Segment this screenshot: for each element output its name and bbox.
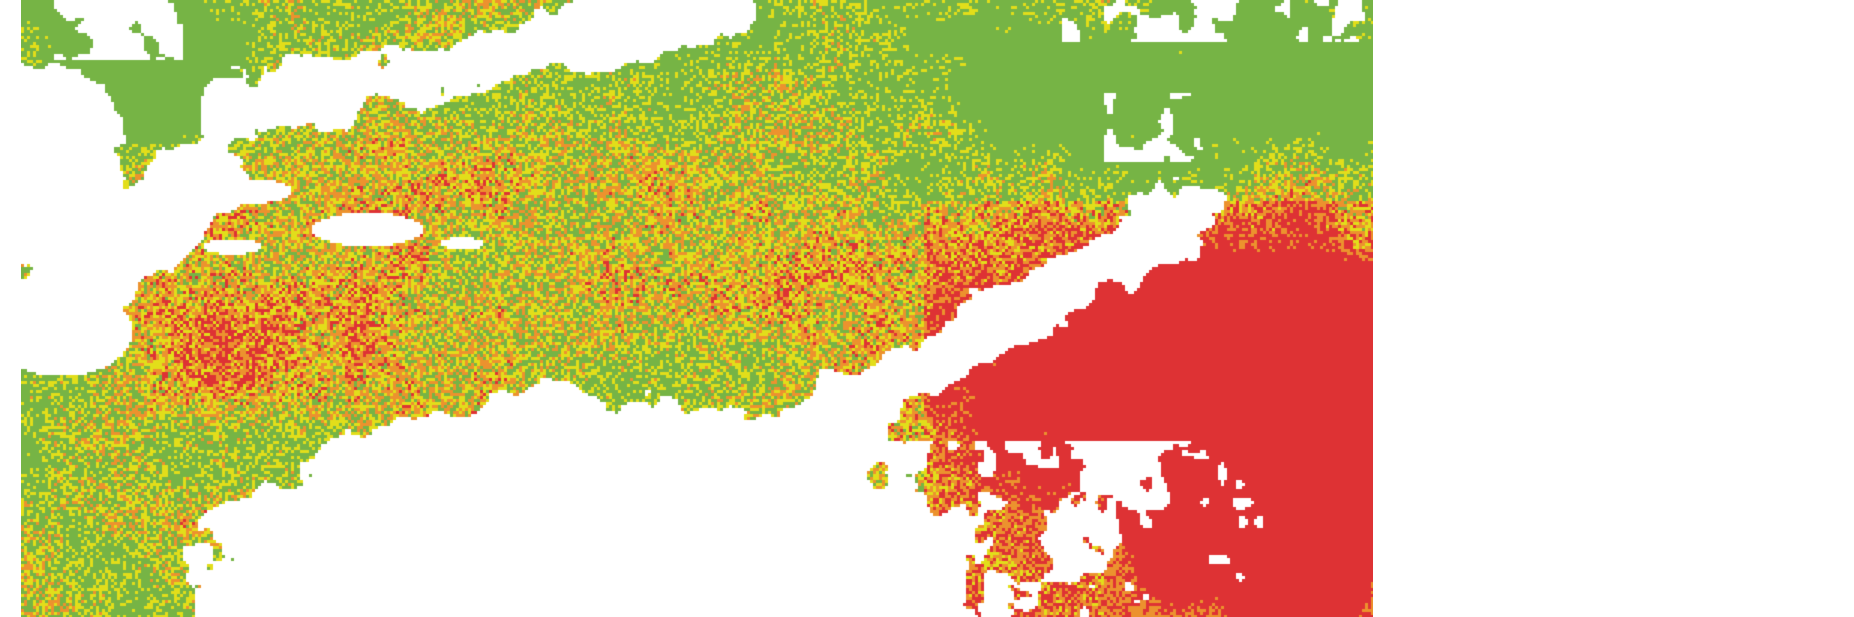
classified-map bbox=[21, 0, 1373, 617]
map-raster bbox=[21, 0, 1373, 617]
